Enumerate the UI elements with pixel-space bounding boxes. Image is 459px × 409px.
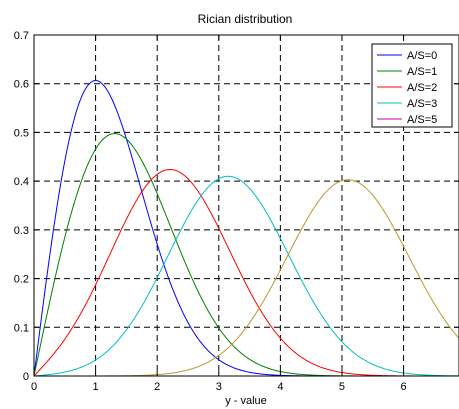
x-tick-label: 0 bbox=[31, 381, 37, 393]
y-tick-label: 0.4 bbox=[14, 176, 29, 188]
x-tick-label: 4 bbox=[277, 381, 283, 393]
chart-title: Rician distribution bbox=[198, 12, 293, 26]
x-tick-label: 6 bbox=[401, 381, 407, 393]
x-axis-label: y - value bbox=[225, 395, 267, 407]
legend-box bbox=[371, 43, 453, 128]
x-tick-label: 5 bbox=[339, 381, 345, 393]
series-line-a-s-1 bbox=[33, 133, 459, 377]
legend-label: A/S=3 bbox=[407, 98, 437, 110]
legend-label: A/S=2 bbox=[407, 82, 437, 94]
legend: A/S=0 A/S=1 A/S=2 A/S=3 A/S=5 bbox=[371, 43, 453, 128]
y-tick-label: 0.7 bbox=[14, 30, 29, 42]
y-tick-label: 0.2 bbox=[14, 274, 29, 286]
x-tick-label: 1 bbox=[93, 381, 99, 393]
series-line-a-s-3 bbox=[33, 175, 459, 377]
legend-label: A/S=1 bbox=[407, 66, 437, 78]
legend-label: A/S=5 bbox=[407, 114, 437, 126]
y-tick-label: 0 bbox=[23, 371, 29, 383]
series-line-a-s-2 bbox=[33, 168, 459, 377]
x-tick-label: 3 bbox=[216, 381, 222, 393]
y-tick-label: 0.1 bbox=[14, 322, 29, 334]
y-tick-label: 0.5 bbox=[14, 127, 29, 139]
legend-label: A/S=0 bbox=[407, 50, 437, 62]
x-tick-label: 2 bbox=[154, 381, 160, 393]
y-tick-label: 0.6 bbox=[14, 79, 29, 91]
axis-ticks: 0 1 2 3 4 5 6 0 0.1 0.2 0.3 0.4 0.5 0.6 0.7 bbox=[14, 30, 459, 393]
series-line-a-s-5 bbox=[34, 179, 459, 377]
y-tick-label: 0.3 bbox=[14, 225, 29, 237]
plot-frame bbox=[33, 34, 459, 377]
